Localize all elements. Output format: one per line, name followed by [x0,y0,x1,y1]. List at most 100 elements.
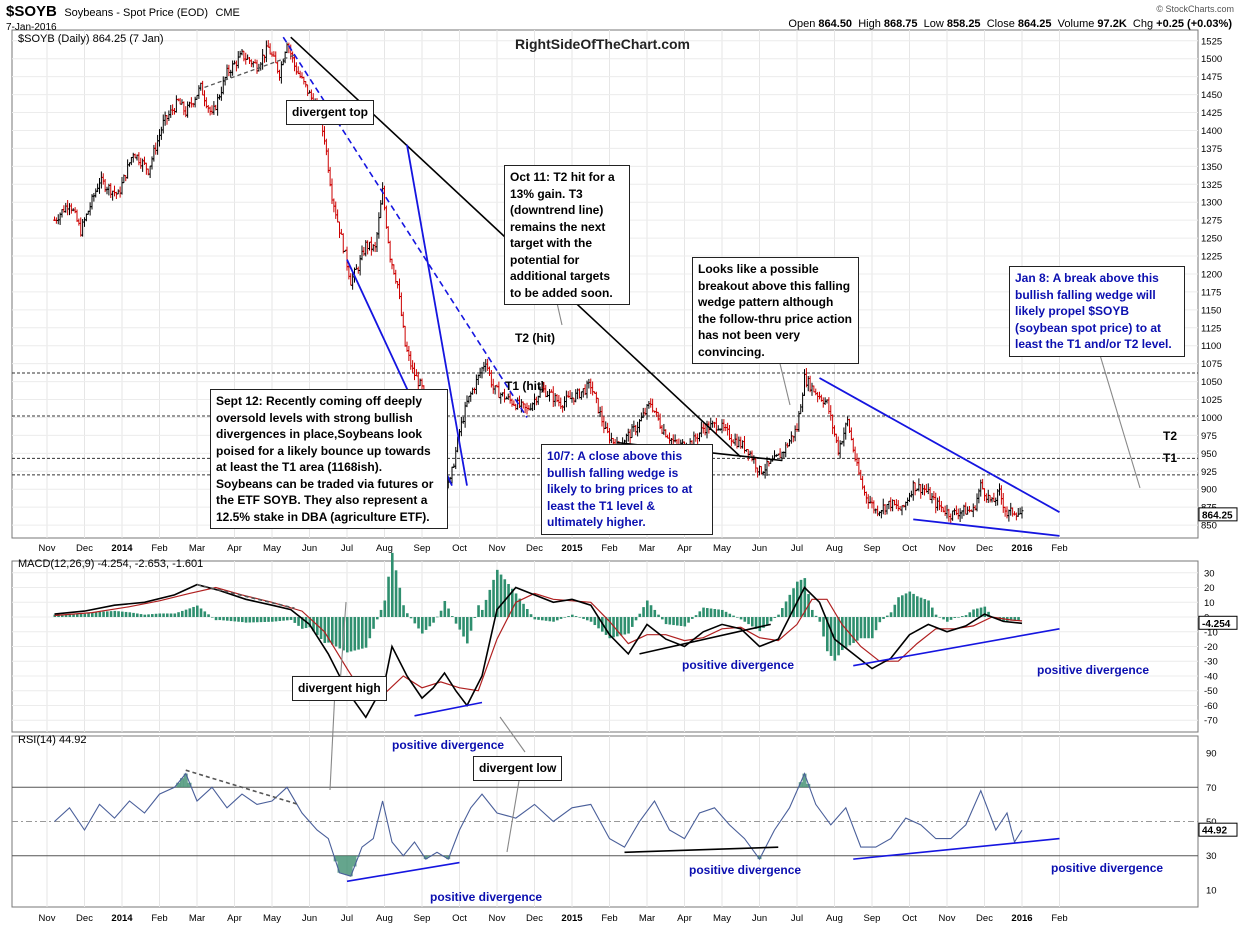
macd-histogram-bar [466,617,469,644]
macd-histogram-bar [143,614,147,618]
macd-tick-label: -20 [1204,642,1218,653]
macd-histogram-bar [867,617,870,639]
macd-last-value: -4.254 [1202,619,1231,630]
low-value: 858.25 [946,18,981,30]
macd-histogram-bar [338,617,342,649]
macd-histogram-bar [586,617,589,621]
x-tick-label: Feb [151,543,167,554]
macd-histogram-bar [796,581,799,618]
macd-histogram-bar [964,615,968,618]
rsi-tick-label: 70 [1206,783,1217,794]
rsi-tick-label: 50 [1206,817,1217,828]
macd-histogram-bar [593,617,597,626]
divergent-high-leader-2 [329,689,336,791]
divergent-top-note: divergent top [286,100,375,125]
macd-histogram-bar [184,609,188,618]
oct7-note: 10/7: A close above this bullish falling… [541,444,713,535]
rsi-line [54,772,1023,877]
macd-histogram-bar [957,617,960,618]
x-tick-label: Jul [791,913,803,924]
x-tick-label: Dec [526,913,543,924]
x-tick-label: Nov [939,543,956,554]
macd-histogram-bar [837,617,840,656]
macd-last-value-box [1198,615,1238,630]
rsi-tick-label: 10 [1206,885,1217,896]
chart-date: 7-Jan-2016 [6,22,57,33]
macd-histogram-bar [181,610,184,618]
macd-histogram-bar [64,614,68,618]
macd-histogram-bar [582,617,585,619]
macd-histogram-bar [229,617,233,622]
x-tick-label: 2016 [1011,913,1032,924]
macd-histogram-bar [102,611,105,618]
x-tick-label: Sep [414,913,431,924]
price-tick-label: 1475 [1201,72,1222,83]
macd-histogram-bar [762,617,765,628]
macd-histogram-bar [364,617,368,648]
macd-histogram-bar [226,617,229,621]
macd-histogram-bar [368,617,372,639]
macd-histogram-bar [136,613,139,618]
divergent-low-note: divergent low [473,756,563,781]
macd-tick-label: -70 [1204,716,1218,727]
macd-histogram-bar [199,608,203,618]
macd-histogram-bar [537,617,540,620]
macd-tick-label: -50 [1204,686,1218,697]
macd-histogram-bar [852,617,855,643]
low-label: Low [923,18,944,30]
x-tick-label: Aug [376,913,393,924]
macd-histogram-bar [972,609,975,618]
target-level-label: T2 [1163,429,1177,443]
macd-histogram-bar [863,617,867,639]
macd-tick-label: -30 [1204,657,1218,668]
x-tick-label: Dec [526,543,543,554]
macd-histogram-bar [871,617,874,639]
macd-histogram-bar [676,617,679,626]
macd-histogram-bar [949,617,953,620]
price-tick-label: 1050 [1201,377,1222,388]
x-tick-label: 2015 [561,543,583,554]
wedge-3-upper-line [819,377,1060,513]
macd-histogram-bar [923,599,927,618]
oct11-note: Oct 11: T2 hit for a 13% gain. T3 (downt… [504,165,630,305]
macd-histogram-bar [814,615,818,618]
macd-histogram-bar [346,617,349,653]
macd-histogram-bar [856,617,859,641]
macd-histogram-bar [619,617,623,636]
volume-label: Volume [1057,18,1095,30]
macd-histogram-bar [953,617,957,618]
open-value: 864.50 [818,18,853,30]
chg-value: +0.25 (+0.03%) [1156,18,1232,30]
macd-histogram-bar [244,617,248,623]
macd-histogram-bar [1009,617,1013,621]
macd-histogram-bar [912,593,915,618]
macd-histogram-bar [492,579,495,618]
macd-histogram-bar [372,617,375,629]
macd-histogram-bar [514,593,518,618]
macd-histogram-bar [271,617,274,622]
price-tick-label: 975 [1201,431,1217,442]
macd-histogram-bar [376,617,379,620]
price-tick-label: 850 [1201,521,1217,532]
macd-histogram-bar [578,617,582,618]
macd-histogram-bar [691,617,694,619]
macd-histogram-bar [567,616,570,618]
macd-histogram-bar [214,617,218,621]
macd-histogram-bar [597,617,600,629]
macd-histogram-bar [327,617,330,643]
rsi-positive-divergence-1: positive divergence [430,890,543,904]
macd-histogram-bar [68,614,72,618]
macd-histogram-bar [548,617,552,622]
rsi-last-value: 44.92 [1202,826,1227,837]
high-label: High [858,18,881,30]
macd-histogram-bar [511,588,514,618]
macd-tick-label: -40 [1204,671,1218,682]
x-tick-label: Apr [227,543,242,554]
macd-histogram-bar [207,614,210,618]
price-tick-label: 1150 [1201,305,1221,316]
macd-histogram-bar [886,615,889,618]
rsi-positive-divergence-3: positive divergence [1051,861,1164,875]
macd-histogram-bar [507,583,510,618]
price-bars [53,40,1024,525]
macd-histogram-bar [128,612,132,618]
